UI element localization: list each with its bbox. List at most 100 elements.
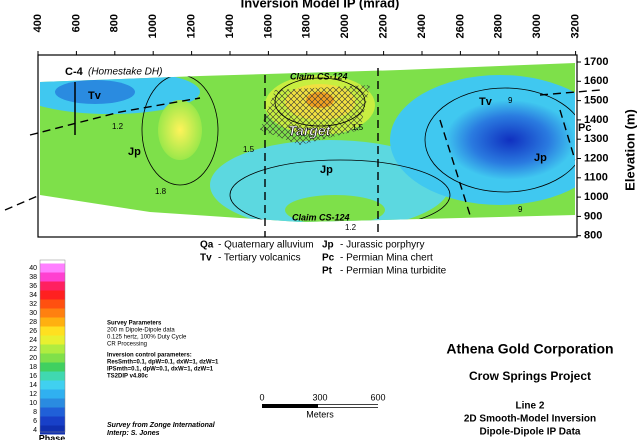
colorbar-swatch (40, 263, 65, 273)
contour-label: 9 (508, 96, 513, 105)
survey-param: 200 m Dipole-Dipole data (107, 328, 175, 334)
colorbar-tick-label: 40 (29, 265, 37, 272)
colorbar-swatch (40, 371, 65, 381)
contour-label: 1.8 (155, 187, 167, 196)
top-tick-label: 2800 (493, 14, 505, 38)
colorbar-swatch (40, 290, 65, 300)
right-tick-label: 1600 (584, 75, 608, 87)
colorbar-tick-label: 12 (29, 391, 37, 398)
scale-tick-label: 300 (312, 392, 327, 402)
inversion-param: ResSmth=0.1, dpW=0.1, dxW=1, dzW=1 (107, 360, 219, 366)
right-tick-label: 1700 (584, 56, 608, 68)
inversion-param: IPSmth=0.1, dpW=0.1, dxW=1, dzW=1 (107, 367, 214, 373)
colorbar-swatch (40, 407, 65, 417)
top-tick-label: 2200 (378, 14, 390, 38)
top-tick-label: 3000 (531, 14, 543, 38)
colorbar-swatch (40, 326, 65, 336)
colorbar-swatch (40, 344, 65, 354)
legend-text: - Tertiary volcanics (218, 253, 301, 264)
legend-code: Pc (322, 253, 335, 264)
colorbar-tick-label: 14 (29, 382, 37, 389)
top-tick-label: 3200 (570, 14, 582, 38)
survey-param: CR Processing (107, 342, 147, 348)
right-tick-label: 1000 (584, 191, 608, 203)
contour-label: 1.2 (112, 122, 124, 131)
contour-label: 1.5 (352, 123, 364, 132)
scale-tick-label: 0 (259, 392, 264, 402)
section-label: Jp (534, 152, 547, 164)
colorbar-swatch (40, 299, 65, 309)
top-tick-label: 2400 (416, 14, 428, 38)
colorbar-tick-label: 18 (29, 364, 37, 371)
company: Athena Gold Corporation (446, 341, 613, 357)
top-tick-label: 1200 (186, 14, 198, 38)
colorbar-tick-label: 32 (29, 301, 37, 308)
contour-label: 1.5 (243, 145, 255, 154)
right-tick-label: 1300 (584, 133, 608, 145)
top-tick-label: 2600 (454, 14, 466, 38)
colorbar-tick-label: 30 (29, 310, 37, 317)
scale-tick-label: 600 (370, 392, 385, 402)
right-tick-label: 1200 (584, 152, 608, 164)
section-label: Tv (479, 96, 493, 108)
colorbar-tick-label: 10 (29, 400, 37, 407)
section-label: Tv (88, 90, 102, 102)
subtitle-line: Dipole-Dipole IP Data (480, 427, 581, 438)
top-tick-label: 1600 (262, 14, 274, 38)
colorbar-tick-label: 22 (29, 346, 37, 353)
section-label: Claim CS-124 (292, 212, 350, 222)
top-tick-label: 800 (109, 14, 121, 32)
colorbar-tick-label: 20 (29, 355, 37, 362)
colorbar-swatch (40, 353, 65, 363)
colorbar-frame (39, 259, 66, 433)
section-label: (Homestake DH) (88, 67, 162, 78)
colorbar-tick-label: 24 (29, 337, 37, 344)
colorbar-tick-label: 28 (29, 319, 37, 326)
top-tick-label: 600 (70, 14, 82, 32)
top-tick-label: 400 (32, 14, 44, 32)
colorbar-swatch (40, 308, 65, 318)
colorbar-swatch (40, 416, 65, 426)
right-axis-label: Elevation (m) (622, 109, 637, 191)
colorbar-swatch (40, 281, 65, 291)
legend-code: Tv (200, 253, 212, 264)
right-tick-label: 1500 (584, 95, 608, 107)
right-tick-label: 800 (584, 230, 602, 242)
legend-text: - Jurassic porphyry (340, 240, 424, 251)
section-label: Target (288, 123, 332, 139)
right-tick-label: 1400 (584, 114, 608, 126)
survey-param: 0.125 hertz, 100% Duty Cycle (107, 335, 187, 341)
colorbar-tick-label: 36 (29, 283, 37, 290)
legend-code: Jp (322, 240, 334, 251)
colorbar-swatch (40, 398, 65, 408)
colorbar-swatch (40, 272, 65, 282)
colorbar-swatch (40, 425, 65, 435)
credit: Interp: S. Jones (107, 430, 160, 437)
colorbar-tick-label: 16 (29, 373, 37, 380)
top-tick-label: 2000 (339, 14, 351, 38)
title: Inversion Model IP (mrad) (241, 0, 400, 10)
subtitle-line: 2D Smooth-Model Inversion (464, 414, 596, 425)
colorbar-label: Phase (39, 433, 66, 440)
colorbar-swatch (40, 380, 65, 390)
legend-text: - Permian Mina chert (340, 253, 433, 264)
right-tick-label: 900 (584, 210, 602, 222)
colorbar-tick-label: 8 (33, 409, 37, 416)
section-model (40, 63, 575, 222)
inversion-param: Inversion control parameters: (107, 353, 192, 359)
colorbar-swatch (40, 389, 65, 399)
colorbar-swatch (40, 317, 65, 327)
section-label: Jp (320, 164, 333, 176)
section-label: Jp (128, 146, 141, 158)
section-label: C-4 (65, 66, 84, 78)
legend-code: Pt (322, 266, 333, 277)
legend-code: Qa (200, 240, 214, 251)
legend-text: - Quaternary alluvium (218, 240, 314, 251)
top-tick-label: 1000 (147, 14, 159, 38)
section-label: Claim CS-124 (290, 71, 348, 81)
right-tick-label: 1100 (584, 172, 608, 184)
top-tick-label: 1400 (224, 14, 236, 38)
contour-label: 9 (518, 205, 523, 214)
colorbar-tick-label: 26 (29, 328, 37, 335)
